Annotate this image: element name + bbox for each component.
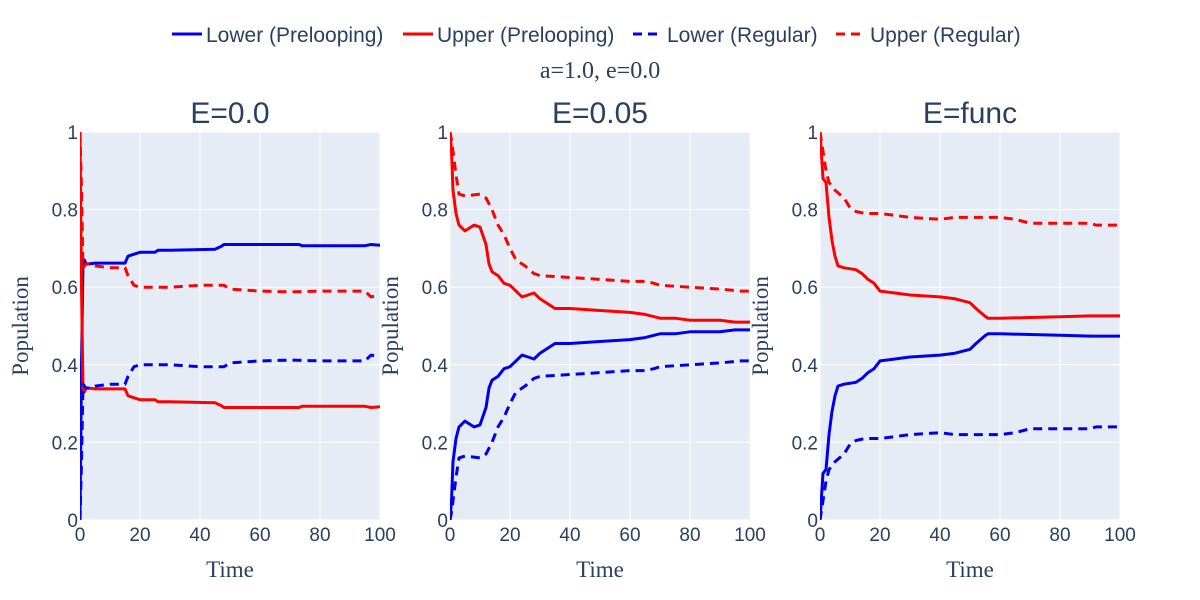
x-tick-label: 60: [619, 525, 640, 546]
x-tick-label: 40: [929, 525, 950, 546]
plot-area: [80, 132, 380, 520]
y-tick-label: 0.2: [422, 433, 448, 454]
x-tick-label: 0: [815, 525, 826, 546]
x-tick-label: 80: [309, 525, 330, 546]
y-tick-label: 1: [437, 123, 448, 144]
panel-title: E=0.05: [552, 97, 648, 130]
gridlines: [819, 131, 1121, 521]
subplot-3: 0 20 40 60 80 100 0 0.2 0.4 0.6 0.8 1 E=func Time Popu…: [748, 97, 1136, 582]
x-tick-label: 100: [734, 525, 766, 546]
legend-label: Upper (Regular): [870, 24, 1021, 47]
legend-label: Lower (Prelooping): [206, 24, 383, 47]
x-tick-label: 80: [679, 525, 700, 546]
x-tick-label: 80: [1049, 525, 1070, 546]
chart-subtitle: a=1.0, e=0.0: [540, 58, 660, 84]
y-tick-label: 1: [807, 123, 818, 144]
series-line-lower-prelooping: [820, 332, 1120, 520]
series-line-lower-regular: [80, 353, 380, 520]
series-line-lower-regular: [820, 425, 1120, 520]
legend-item-3[interactable]: Lower (Regular): [633, 24, 818, 47]
plot-area: [820, 132, 1120, 520]
y-tick-label: 0: [67, 511, 78, 532]
y-axis-label: Population: [378, 276, 403, 376]
legend-item-4[interactable]: Upper (Regular): [836, 24, 1021, 47]
y-tick-label: 0.6: [422, 278, 448, 299]
legend-label: Upper (Prelooping): [437, 24, 614, 47]
y-tick-label: 0.8: [422, 201, 448, 222]
x-axis-label: Time: [576, 557, 624, 582]
series-group: [80, 132, 380, 520]
x-axis-label: Time: [946, 557, 994, 582]
panel-title: E=func: [923, 97, 1017, 130]
y-tick-label: 0.8: [792, 201, 818, 222]
y-tick-label: 0: [437, 511, 448, 532]
subplots: 0 20 40 60 80 10000.20.40.60.81E=0.0TimePopul…: [8, 97, 1136, 582]
subplot-1: 0 20 40 60 80 100 0 0.2 0.4 0.6 0.8 1 E=0.0 Time Popul…: [8, 97, 396, 582]
series-group: [450, 132, 750, 520]
series-line-upper-regular: [450, 132, 750, 293]
x-tick-label: 60: [249, 525, 270, 546]
panel-title: E=0.0: [190, 97, 269, 130]
x-tick-label: 40: [189, 525, 210, 546]
x-tick-label: 100: [364, 525, 396, 546]
gridlines: [79, 131, 381, 521]
y-tick-label: 1: [67, 123, 78, 144]
y-tick-label: 0: [807, 511, 818, 532]
x-tick-label: 0: [75, 525, 86, 546]
legend-label: Lower (Regular): [667, 24, 818, 47]
y-axis-label: Population: [8, 276, 33, 376]
y-tick-label: 0.8: [52, 201, 78, 222]
x-tick-label: 20: [129, 525, 150, 546]
subplot-2: 0 20 40 60 80 100 0 0.2 0.4 0.6 0.8 1 E=0.05 Time Popu…: [378, 97, 766, 582]
y-tick-label: 0.4: [52, 356, 79, 377]
y-tick-label: 0.6: [52, 278, 78, 299]
legend-item-2[interactable]: Upper (Prelooping): [403, 24, 614, 47]
y-tick-label: 0.4: [792, 356, 819, 377]
series-group: [820, 132, 1120, 520]
x-tick-label: 40: [559, 525, 580, 546]
x-tick-label: 20: [869, 525, 890, 546]
y-tick-label: 0.4: [422, 356, 449, 377]
x-axis-label: Time: [206, 557, 254, 582]
y-tick-label: 0.2: [52, 433, 78, 454]
y-axis-label: Population: [748, 276, 773, 376]
legend[interactable]: Lower (Prelooping) Upper (Prelooping) Lowe…: [172, 24, 1021, 47]
legend-item-1[interactable]: Lower (Prelooping): [172, 24, 383, 47]
series-line-upper-regular: [80, 132, 380, 299]
series-line-upper-prelooping: [450, 132, 750, 324]
x-tick-label: 20: [499, 525, 520, 546]
series-line-upper-prelooping: [820, 132, 1120, 320]
series-line-lower-regular: [450, 359, 750, 520]
gridlines: [449, 131, 751, 521]
y-tick-label: 0.6: [792, 278, 818, 299]
series-line-upper-regular: [820, 132, 1120, 227]
x-tick-label: 60: [989, 525, 1010, 546]
x-tick-label: 0: [445, 525, 456, 546]
y-tick-label: 0.2: [792, 433, 818, 454]
plot-area: [450, 132, 750, 520]
series-line-lower-prelooping: [450, 328, 750, 520]
x-tick-label: 100: [1104, 525, 1136, 546]
